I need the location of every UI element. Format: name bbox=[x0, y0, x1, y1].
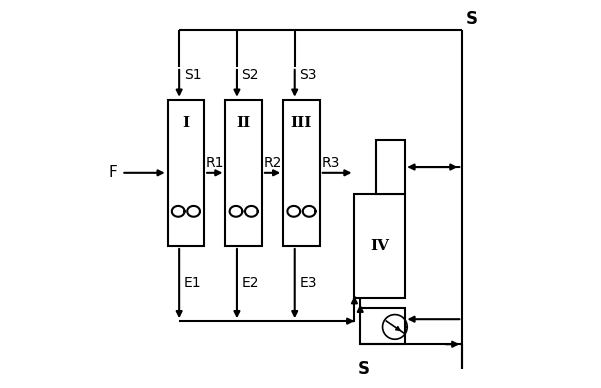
Text: S: S bbox=[358, 360, 370, 378]
Bar bbox=[355, 194, 404, 298]
Text: E1: E1 bbox=[184, 275, 201, 289]
Text: II: II bbox=[237, 116, 251, 130]
Text: R2: R2 bbox=[264, 156, 282, 170]
Bar bbox=[225, 100, 262, 246]
Text: R1: R1 bbox=[206, 156, 225, 170]
Text: S: S bbox=[466, 10, 478, 28]
Text: E2: E2 bbox=[242, 275, 259, 289]
Bar bbox=[376, 140, 404, 194]
Text: R3: R3 bbox=[322, 156, 340, 170]
Text: S2: S2 bbox=[242, 68, 259, 81]
Bar bbox=[168, 100, 204, 246]
Text: S1: S1 bbox=[184, 68, 201, 81]
Text: E3: E3 bbox=[299, 275, 317, 289]
Text: F: F bbox=[109, 165, 118, 180]
Text: I: I bbox=[182, 116, 189, 130]
Text: IV: IV bbox=[370, 239, 389, 253]
Bar bbox=[360, 308, 404, 344]
Text: III: III bbox=[291, 116, 312, 130]
Bar bbox=[283, 100, 320, 246]
Text: S3: S3 bbox=[299, 68, 317, 81]
